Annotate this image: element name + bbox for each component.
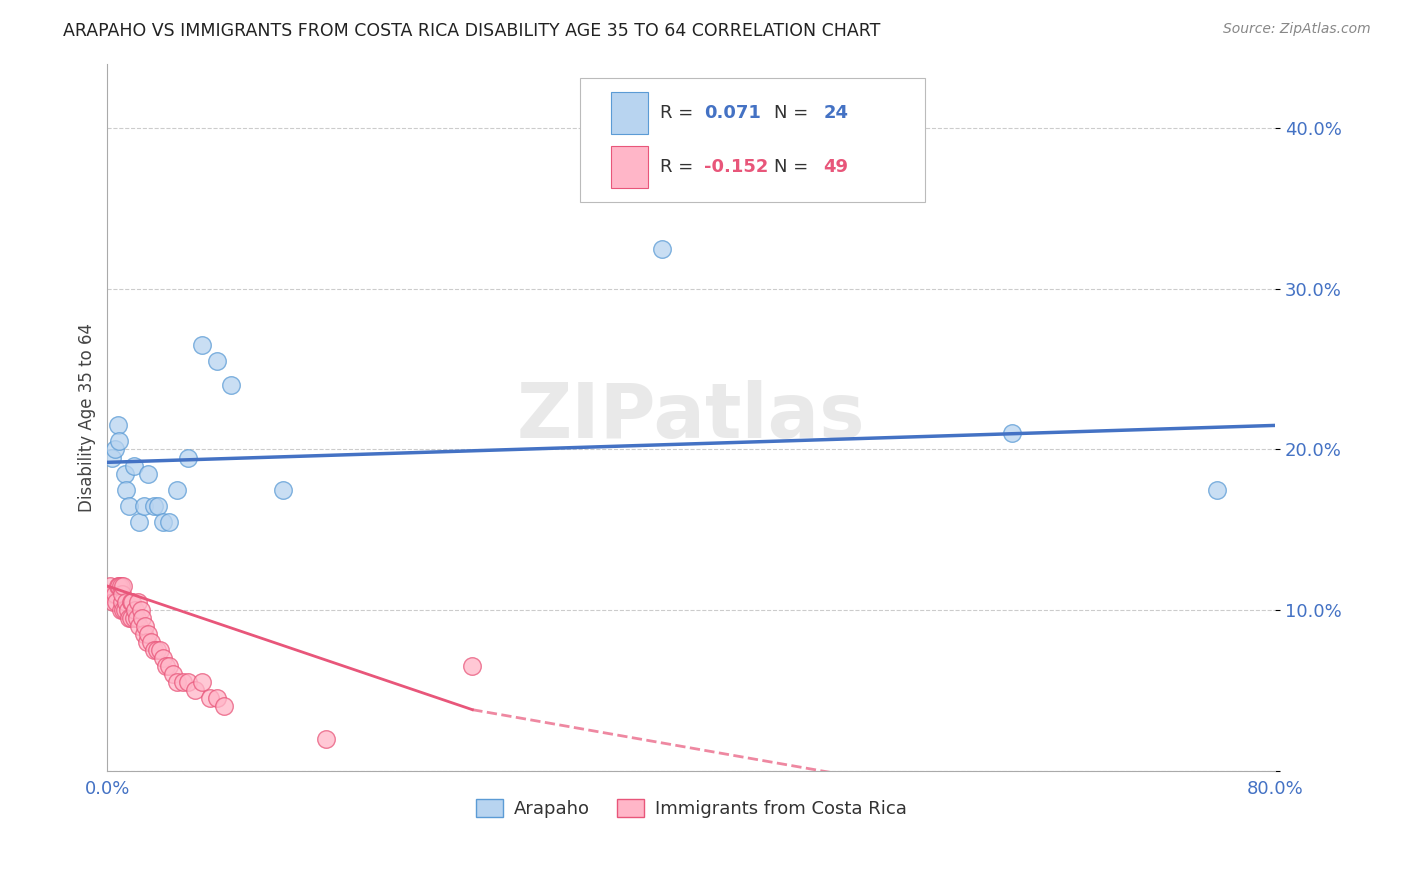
Text: N =: N = [775, 158, 814, 176]
Point [121, 595, 143, 609]
FancyBboxPatch shape [610, 93, 648, 134]
Point [135, 635, 157, 649]
Point [100, 450, 122, 465]
Point [114, 603, 136, 617]
Point [108, 579, 131, 593]
Point [134, 619, 156, 633]
Point [184, 683, 207, 698]
Point [105, 595, 128, 609]
Point [118, 611, 141, 625]
Point [117, 603, 139, 617]
Point [132, 627, 155, 641]
Point [132, 499, 155, 513]
Legend: Arapaho, Immigrants from Costa Rica: Arapaho, Immigrants from Costa Rica [468, 791, 914, 825]
Point [129, 603, 152, 617]
Point [110, 603, 132, 617]
Point [104, 587, 127, 601]
Point [104, 442, 127, 457]
Point [461, 659, 484, 673]
Point [111, 595, 134, 609]
Point [152, 651, 174, 665]
Point [157, 659, 180, 673]
Point [271, 483, 294, 497]
Point [146, 643, 169, 657]
Point [166, 675, 188, 690]
Text: -0.152: -0.152 [704, 158, 769, 176]
Point [128, 515, 150, 529]
Point [115, 595, 138, 609]
Point [191, 338, 214, 352]
Text: ARAPAHO VS IMMIGRANTS FROM COSTA RICA DISABILITY AGE 35 TO 64 CORRELATION CHART: ARAPAHO VS IMMIGRANTS FROM COSTA RICA DI… [63, 22, 880, 40]
Text: 0.071: 0.071 [704, 104, 761, 122]
Point [166, 483, 188, 497]
Point [118, 499, 141, 513]
Point [1001, 426, 1024, 441]
Point [205, 691, 228, 706]
Text: 24: 24 [824, 104, 848, 122]
Y-axis label: Disability Age 35 to 64: Disability Age 35 to 64 [79, 323, 96, 512]
Point [205, 354, 228, 368]
Point [162, 667, 184, 681]
Point [212, 699, 235, 714]
Text: N =: N = [775, 104, 814, 122]
Point [155, 659, 177, 673]
Point [111, 587, 134, 601]
Point [143, 499, 166, 513]
Point [107, 418, 129, 433]
Point [98, 579, 121, 593]
Point [124, 603, 146, 617]
Point [143, 643, 166, 657]
Point [112, 579, 135, 593]
Point [122, 458, 145, 473]
Point [176, 675, 198, 690]
Point [176, 450, 198, 465]
FancyBboxPatch shape [581, 78, 925, 202]
Point [125, 611, 148, 625]
Text: 49: 49 [824, 158, 848, 176]
Point [191, 675, 214, 690]
Point [172, 675, 194, 690]
Point [120, 595, 142, 609]
Point [148, 499, 170, 513]
Point [108, 434, 131, 449]
Point [149, 643, 172, 657]
Point [112, 603, 135, 617]
Point [128, 619, 150, 633]
Point [157, 515, 180, 529]
Point [1205, 483, 1227, 497]
Point [131, 611, 153, 625]
Text: ZIPatlas: ZIPatlas [517, 380, 866, 454]
Point [141, 635, 163, 649]
Text: Source: ZipAtlas.com: Source: ZipAtlas.com [1223, 22, 1371, 37]
Point [136, 467, 159, 481]
Text: R =: R = [659, 158, 699, 176]
Point [127, 595, 149, 609]
FancyBboxPatch shape [610, 146, 648, 187]
Point [107, 579, 129, 593]
Point [152, 515, 174, 529]
Point [103, 595, 125, 609]
Point [115, 483, 138, 497]
Point [221, 378, 243, 392]
Point [651, 242, 673, 256]
Point [120, 611, 142, 625]
Point [114, 467, 136, 481]
Text: R =: R = [659, 104, 699, 122]
Point [136, 627, 159, 641]
Point [315, 731, 337, 746]
Point [198, 691, 221, 706]
Point [110, 579, 132, 593]
Point [100, 587, 122, 601]
Point [122, 611, 145, 625]
